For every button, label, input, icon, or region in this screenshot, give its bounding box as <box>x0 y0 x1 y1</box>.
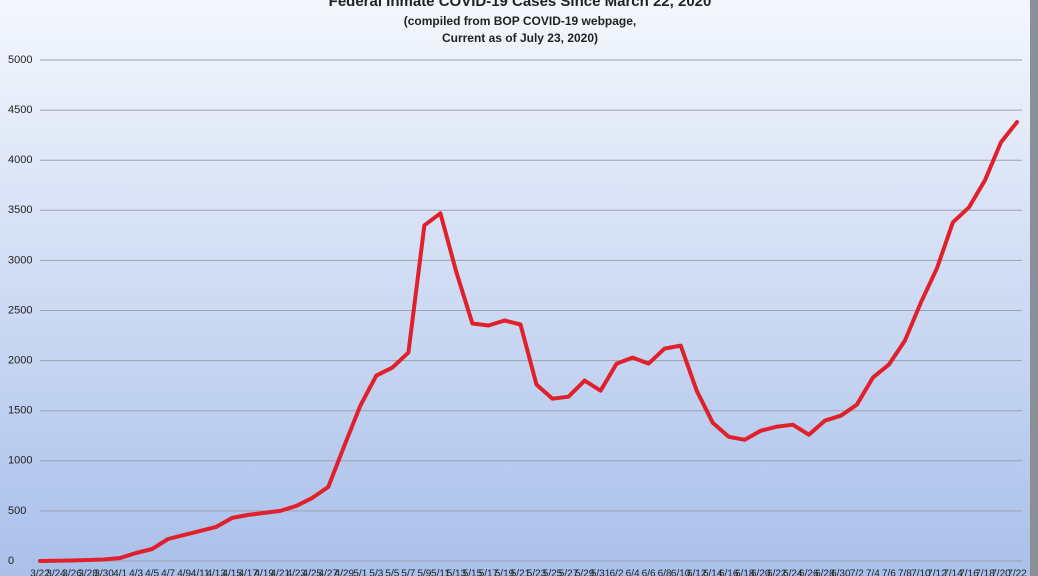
x-tick-label: 3/28 <box>78 569 98 576</box>
x-tick-label: 4/7 <box>161 569 175 576</box>
x-tick-label: 4/17 <box>238 569 258 576</box>
x-tick-label: 4/5 <box>145 569 159 576</box>
x-tick-label: 4/19 <box>254 569 274 576</box>
x-tick-label: 5/27 <box>559 569 579 576</box>
x-tick-label: 6/4 <box>626 569 640 576</box>
x-tick-label: 6/18 <box>735 569 755 576</box>
x-tick-label: 4/11 <box>191 569 210 576</box>
y-tick-label: 0 <box>8 555 14 567</box>
x-tick-label: 5/23 <box>527 569 547 576</box>
x-tick-label: 5/3 <box>369 569 383 576</box>
x-tick-label: 4/23 <box>287 569 307 576</box>
x-tick-label: 6/6 <box>642 569 656 576</box>
x-tick-label: 4/25 <box>303 569 323 576</box>
x-tick-label: 6/12 <box>687 569 707 576</box>
x-tick-label: 6/30 <box>831 569 851 576</box>
x-tick-label: 6/20 <box>751 569 771 576</box>
y-tick-label: 1000 <box>8 455 32 467</box>
y-tick-label: 2500 <box>8 304 32 316</box>
x-tick-label: 5/19 <box>495 569 515 576</box>
x-tick-label: 5/17 <box>479 569 499 576</box>
x-tick-label: 4/21 <box>271 569 291 576</box>
y-tick-label: 1500 <box>8 405 32 417</box>
x-tick-label: 5/13 <box>447 569 467 576</box>
x-tick-label: 6/28 <box>815 569 835 576</box>
x-tick-label: 5/29 <box>575 569 595 576</box>
x-tick-label: 5/11 <box>431 569 450 576</box>
x-tick-label: 7/10 <box>911 569 931 576</box>
x-tick-label: 6/16 <box>719 569 739 576</box>
x-tick-label: 5/25 <box>543 569 563 576</box>
y-tick-label: 3000 <box>8 254 32 266</box>
y-tick-label: 4000 <box>8 154 32 166</box>
x-tick-label: 7/8 <box>898 569 912 576</box>
x-tick-label: 6/24 <box>783 569 803 576</box>
x-tick-label: 4/1 <box>113 569 127 576</box>
x-tick-label: 6/8 <box>658 569 672 576</box>
chart-subtitle: Current as of July 23, 2020) <box>442 31 598 45</box>
x-tick-label: 4/15 <box>222 569 242 576</box>
y-tick-label: 4500 <box>8 104 32 116</box>
x-tick-label: 7/2 <box>850 569 864 576</box>
x-tick-label: 4/13 <box>206 569 226 576</box>
x-tick-label: 5/1 <box>353 569 367 576</box>
data-line <box>38 120 1019 563</box>
x-tick-label: 5/5 <box>385 569 399 576</box>
x-tick-label: 5/31 <box>591 569 611 576</box>
x-tick-label: 7/18 <box>975 569 995 576</box>
x-tick-label: 7/6 <box>882 569 896 576</box>
x-tick-label: 6/22 <box>767 569 787 576</box>
x-tick-label: 7/16 <box>959 569 979 576</box>
chart-subtitle: (compiled from BOP COVID-19 webpage, <box>404 14 637 28</box>
x-tick-label: 5/15 <box>463 569 483 576</box>
x-tick-label: 4/27 <box>319 569 339 576</box>
x-tick-label: 7/4 <box>866 569 880 576</box>
y-tick-label: 3500 <box>8 204 32 216</box>
x-tick-label: 5/7 <box>401 569 415 576</box>
x-tick-label: 3/24 <box>46 569 66 576</box>
x-tick-label: 3/30 <box>94 569 114 576</box>
x-tick-label: 6/14 <box>703 569 723 576</box>
x-tick-label: 3/22 <box>30 569 50 576</box>
x-tick-label: 6/2 <box>610 569 624 576</box>
x-tick-label: 5/9 <box>417 569 431 576</box>
x-tick-label: 4/9 <box>177 569 191 576</box>
chart-title: Federal Inmate COVID-19 Cases Since Marc… <box>329 0 712 10</box>
x-tick-label: 7/20 <box>991 569 1011 576</box>
y-tick-label: 500 <box>8 505 26 517</box>
frame-edge <box>1030 0 1038 576</box>
y-tick-label: 5000 <box>8 54 32 66</box>
x-tick-label: 4/29 <box>335 569 355 576</box>
x-tick-label: 6/26 <box>799 569 819 576</box>
x-tick-label: 4/3 <box>129 569 143 576</box>
y-tick-label: 2000 <box>8 355 32 367</box>
x-tick-label: 3/26 <box>62 569 82 576</box>
x-tick-label: 7/14 <box>943 569 963 576</box>
x-tick-label: 6/10 <box>671 569 691 576</box>
x-tick-label: 7/22 <box>1007 569 1027 576</box>
x-tick-label: 5/21 <box>511 569 531 576</box>
x-tick-label: 7/12 <box>927 569 947 576</box>
